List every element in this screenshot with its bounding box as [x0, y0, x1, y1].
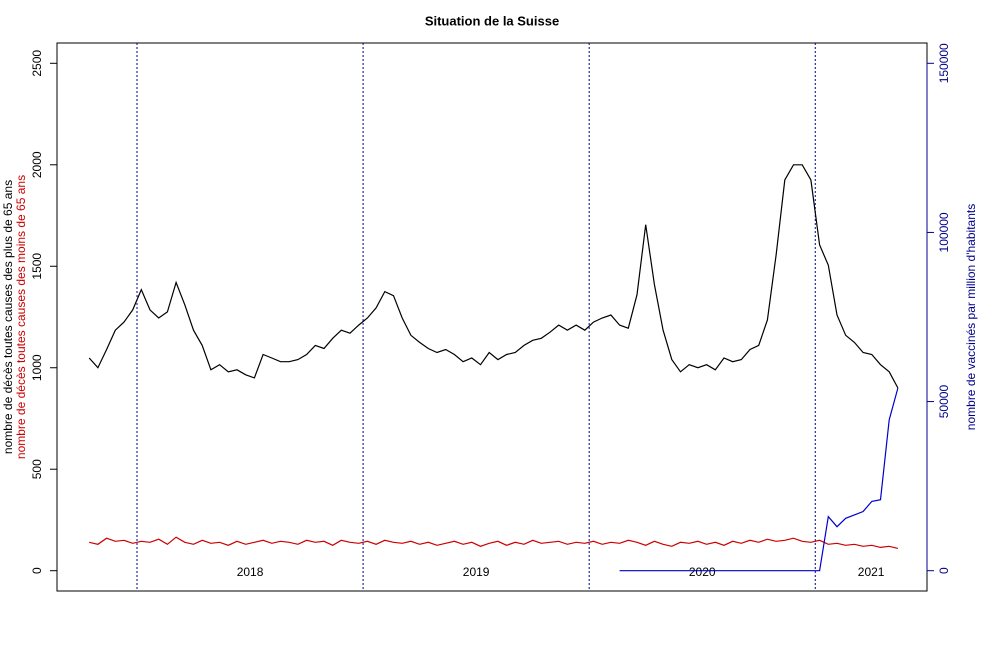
data-line — [88, 164, 899, 389]
y-tick-label: 500 — [30, 459, 44, 479]
y-axis-label: nombre de décès toutes causes des plus d… — [1, 180, 15, 454]
data-line — [619, 387, 899, 572]
y-tick-label: 2000 — [30, 151, 44, 178]
y-tick-label: 0 — [30, 567, 44, 574]
y-tick-label: 1000 — [30, 354, 44, 381]
y-tick-label: 2500 — [30, 50, 44, 77]
y2-axis-label: nombre de vaccinés par million d'habitan… — [964, 204, 978, 430]
data-line — [89, 536, 899, 549]
y-tick-label: 1500 — [30, 253, 44, 280]
year-label: 2020 — [689, 565, 716, 579]
y-axis-label: nombre de décès toutes causes des moins … — [14, 175, 28, 459]
year-label: 2019 — [463, 565, 490, 579]
y2-tick-label: 150000 — [937, 43, 951, 83]
y2-tick-label: 50000 — [937, 385, 951, 419]
year-label: 2021 — [858, 565, 885, 579]
plot-frame — [56, 42, 928, 592]
y2-tick-label: 0 — [937, 567, 951, 574]
y2-tick-label: 100000 — [937, 212, 951, 252]
year-label: 2018 — [237, 565, 264, 579]
chart-title: Situation de la Suisse — [425, 13, 559, 28]
